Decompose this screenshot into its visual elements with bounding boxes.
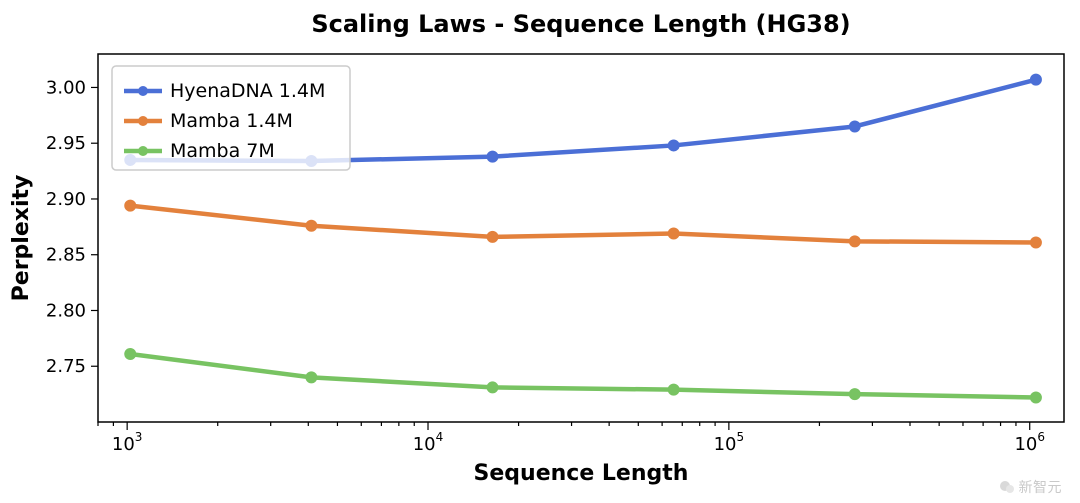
series-marker — [669, 229, 679, 239]
series-marker — [850, 236, 860, 246]
legend-swatch-marker — [138, 86, 148, 96]
watermark-text: 新智元 — [1019, 477, 1063, 497]
series-marker — [850, 389, 860, 399]
series-marker — [669, 385, 679, 395]
series-marker — [1031, 237, 1041, 247]
x-tick-label: 105 — [714, 430, 745, 455]
series-marker — [669, 140, 679, 150]
y-tick-label: 3.00 — [46, 77, 86, 98]
legend-swatch-marker — [138, 146, 148, 156]
series-marker — [306, 221, 316, 231]
y-tick-label: 2.90 — [46, 189, 86, 210]
y-axis-label: Perplexity — [9, 175, 34, 302]
legend-label: HyenaDNA 1.4M — [170, 80, 325, 102]
y-tick-label: 2.80 — [46, 300, 86, 321]
legend-label: Mamba 1.4M — [170, 110, 293, 132]
chart-container: Scaling Laws - Sequence Length (HG38) Per… — [0, 0, 1080, 503]
series-marker — [488, 382, 498, 392]
series-marker — [1031, 75, 1041, 85]
legend-label: Mamba 7M — [170, 140, 275, 162]
y-tick-label: 2.95 — [46, 133, 86, 154]
watermark: 新智元 — [999, 477, 1063, 497]
series-marker — [850, 121, 860, 131]
x-tick-label: 103 — [112, 430, 143, 455]
series-marker — [306, 372, 316, 382]
chart-title: Scaling Laws - Sequence Length (HG38) — [311, 10, 850, 38]
series-marker — [488, 232, 498, 242]
wechat-icon — [999, 479, 1015, 495]
y-tick-label: 2.85 — [46, 245, 86, 266]
y-tick-label: 2.75 — [46, 356, 86, 377]
x-tick-label: 106 — [1014, 430, 1045, 455]
x-axis-label: Sequence Length — [474, 461, 689, 486]
series-marker — [125, 349, 135, 359]
scaling-laws-chart: Scaling Laws - Sequence Length (HG38) Per… — [0, 0, 1080, 503]
x-tick-label: 104 — [413, 430, 444, 455]
series-marker — [125, 201, 135, 211]
series-marker — [1031, 392, 1041, 402]
legend-swatch-marker — [138, 116, 148, 126]
series-marker — [488, 152, 498, 162]
